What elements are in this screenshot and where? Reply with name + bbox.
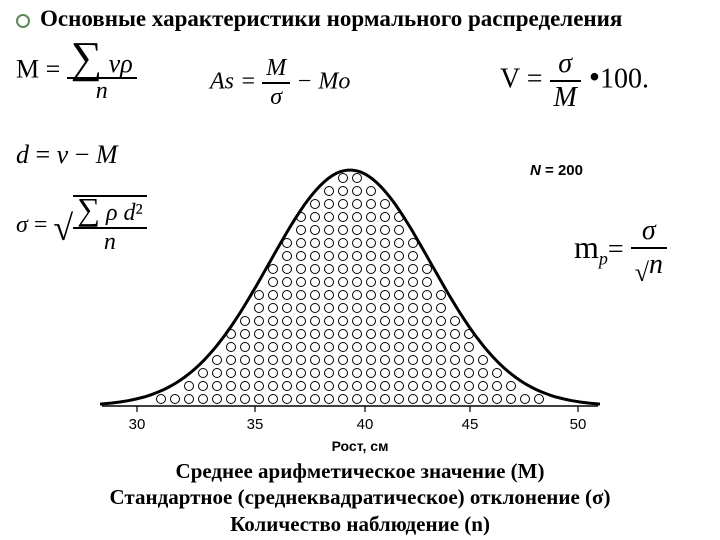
caption-line-2: Стандартное (среднеквадратическое) откло…: [0, 484, 720, 510]
title-bullet: [16, 14, 30, 28]
chart-dots: [157, 174, 544, 404]
tick-35: 35: [247, 416, 264, 433]
tick-30: 30: [129, 416, 146, 433]
page-title: Основные характеристики нормального расп…: [40, 6, 622, 32]
formula-mean: M = ∑ νρn: [16, 40, 137, 103]
caption-line-3: Количество наблюдение (n): [0, 511, 720, 537]
x-axis-label: Рост, см: [0, 438, 720, 454]
bell-curve-path: [100, 170, 600, 404]
bell-curve-chart: [100, 138, 600, 438]
tick-50: 50: [570, 416, 587, 433]
caption-line-1: Среднее арифметическое значение (М): [0, 458, 720, 484]
caption-block: Среднее арифметическое значение (М) Стан…: [0, 458, 720, 537]
formula-variation: V = σM •100.: [500, 48, 649, 114]
tick-45: 45: [462, 416, 479, 433]
formula-asymmetry: As = Mσ − Mo: [210, 55, 350, 111]
tick-40: 40: [357, 416, 374, 433]
chart-tickmarks: [137, 406, 578, 412]
